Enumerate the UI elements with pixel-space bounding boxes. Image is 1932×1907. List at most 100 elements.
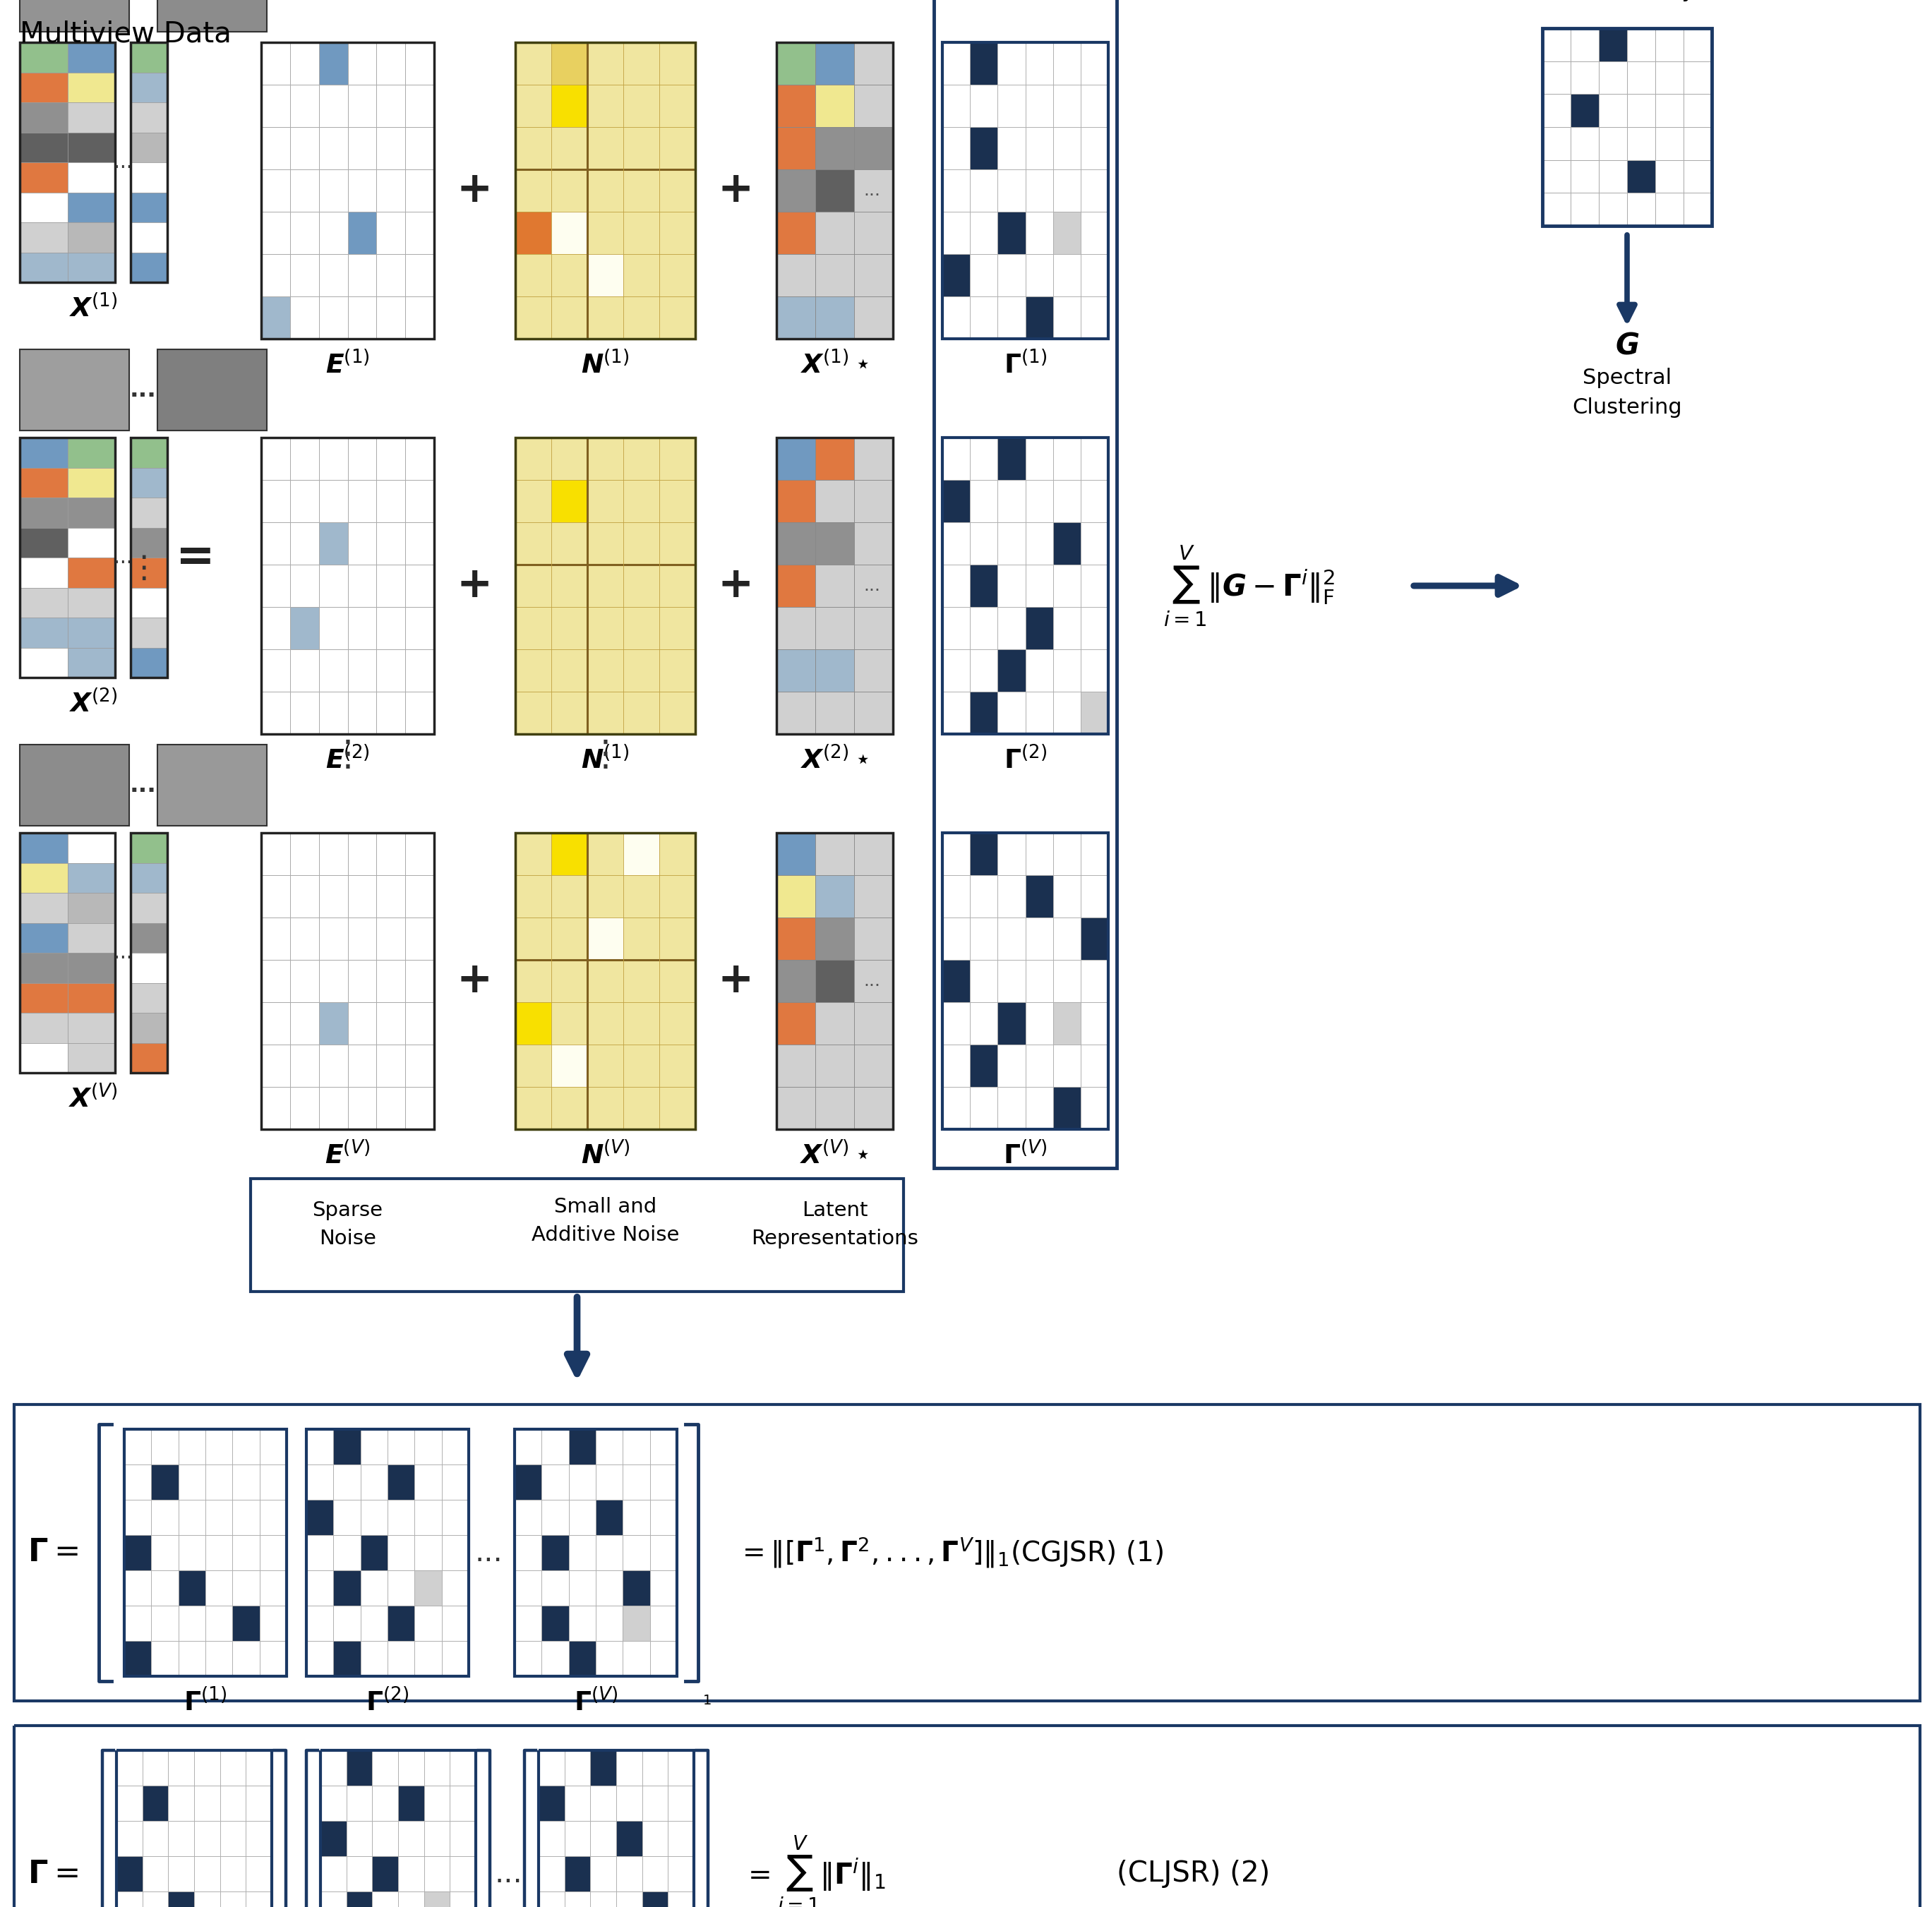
Bar [1656,61,1683,93]
Bar [348,170,377,212]
Bar [943,254,970,296]
Bar [587,564,624,606]
Bar [997,606,1026,648]
Bar [1080,128,1109,170]
Bar [1026,1003,1053,1045]
Bar [348,254,377,296]
Bar [997,84,1026,128]
Bar [116,1892,143,1907]
Bar [131,528,168,557]
Bar [131,618,168,648]
Bar [622,1535,649,1569]
Bar [777,1087,815,1129]
Bar [259,1465,286,1499]
Bar [595,1569,622,1606]
Bar [624,1087,659,1129]
Text: Representations: Representations [752,1228,918,1249]
Bar [1053,170,1080,212]
Bar [624,170,659,212]
Bar [641,1785,668,1821]
Bar [319,481,348,523]
Bar [19,0,129,32]
Bar [659,254,696,296]
Text: $_1$: $_1$ [703,1688,711,1707]
Bar [68,498,116,528]
Bar [854,170,893,212]
Bar [398,1856,423,1892]
Bar [815,481,854,523]
Bar [348,128,377,170]
Bar [854,254,893,296]
Bar [377,84,406,128]
Bar [442,1640,469,1676]
Bar [539,1856,564,1892]
Bar [124,1640,151,1676]
Bar [943,692,970,734]
Bar [116,1856,143,1892]
Bar [624,648,659,692]
Bar [68,1013,116,1043]
Bar [970,692,997,734]
Bar [423,1751,450,1785]
Bar [551,254,587,296]
Bar [1053,1087,1080,1129]
Bar [151,1640,178,1676]
Bar [19,954,68,982]
Bar [777,1003,815,1045]
Bar [307,1428,469,1676]
Bar [68,833,116,862]
Bar [321,1856,346,1892]
Bar [624,564,659,606]
Bar [970,84,997,128]
Text: $\boldsymbol{\Gamma}^{(2)}$: $\boldsymbol{\Gamma}^{(2)}$ [365,1690,410,1716]
Bar [143,1751,168,1785]
Bar [307,1465,334,1499]
Bar [854,692,893,734]
Bar [624,692,659,734]
Bar [131,1013,168,1043]
Text: $\boldsymbol{X}^{(1)}\star$: $\boldsymbol{X}^{(1)}\star$ [800,351,869,379]
Bar [68,618,116,648]
Bar [319,128,348,170]
Bar [261,1003,290,1045]
Bar [815,959,854,1003]
Bar [943,1087,970,1129]
Bar [116,1785,143,1821]
Bar [131,923,168,954]
Bar [564,1892,591,1907]
Bar [541,1535,568,1569]
Bar [319,833,348,875]
Bar [261,692,290,734]
Bar [361,1499,388,1535]
Bar [261,437,435,734]
Bar [377,42,406,84]
Bar [398,1751,423,1785]
Bar [1080,648,1109,692]
Bar [124,1569,151,1606]
Bar [1571,193,1600,225]
Bar [361,1640,388,1676]
Bar [777,84,815,128]
Bar [595,1606,622,1640]
Bar [1600,93,1627,128]
Bar [406,523,435,564]
Bar [406,170,435,212]
Bar [624,523,659,564]
Text: +: + [717,170,753,212]
Bar [815,128,854,170]
Bar [516,128,551,170]
Bar [624,296,659,339]
Bar [290,917,319,959]
Bar [659,833,696,875]
Bar [777,212,815,254]
Bar [68,954,116,982]
Bar [568,1569,595,1606]
Bar [259,1640,286,1676]
Bar [1683,61,1712,93]
Bar [568,1499,595,1535]
Bar [777,254,815,296]
Text: $\boldsymbol{X}^{(V)}\star$: $\boldsymbol{X}^{(V)}\star$ [800,1142,869,1169]
Bar [442,1569,469,1606]
Bar [777,1045,815,1087]
Bar [131,833,168,862]
